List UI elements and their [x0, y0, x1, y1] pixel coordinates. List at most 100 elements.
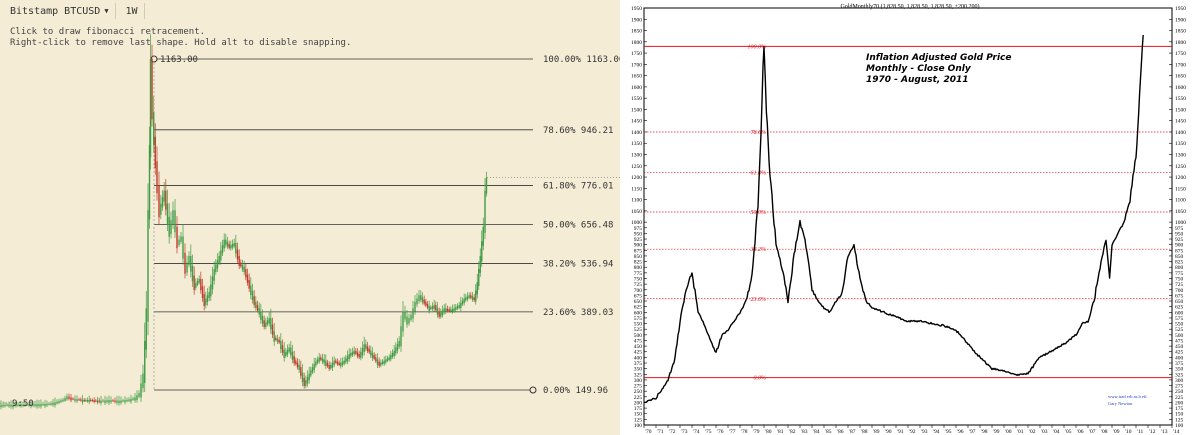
candle-body [116, 400, 118, 403]
y-tick-label-right: 1500 [1175, 107, 1186, 113]
x-tick-label: '80 [765, 429, 772, 435]
candle-body [36, 404, 38, 407]
candle-body [124, 400, 126, 403]
candle-body [346, 356, 349, 362]
x-tick-label: '07 [1089, 429, 1096, 435]
candle-body [301, 372, 304, 383]
candle-body [128, 399, 130, 402]
y-tick-label-right: 1450 [1175, 119, 1186, 125]
x-tick-label: '90 [885, 429, 892, 435]
candle-body [20, 404, 22, 407]
candle-body [44, 403, 46, 407]
candle-body [418, 295, 420, 302]
candle-body [280, 340, 282, 350]
candle-body [178, 239, 180, 245]
candle-body [34, 404, 36, 406]
y-tick-label-left: 125 [634, 417, 643, 423]
candle-body [4, 404, 6, 407]
candle-body [74, 398, 76, 401]
candle-body [476, 282, 478, 295]
candle-body [220, 250, 222, 261]
y-tick-label-right: 325 [1175, 372, 1184, 378]
candle-body [281, 345, 284, 353]
candle-body [393, 350, 395, 356]
candle-body [326, 362, 329, 367]
candle-body [28, 404, 30, 406]
x-tick-label: '14 [1173, 429, 1180, 435]
y-tick-label-left: 500 [634, 333, 643, 339]
y-tick-label-left: 1700 [631, 62, 642, 68]
candle-body [188, 256, 190, 265]
candle-body [226, 241, 229, 247]
candle-body [341, 361, 344, 365]
y-tick-label-left: 275 [634, 384, 643, 390]
y-tick-label-right: 1550 [1175, 96, 1186, 102]
x-tick-label: '10 [1125, 429, 1132, 435]
candle-body [366, 346, 369, 351]
candle-body [245, 269, 247, 278]
candle-body [356, 352, 359, 357]
candle-body [96, 400, 99, 403]
y-tick-label-left: 650 [634, 299, 643, 305]
candle-body [60, 400, 62, 403]
y-tick-label-right: 450 [1175, 344, 1184, 350]
candle-body [426, 303, 429, 308]
y-tick-label-left: 1450 [631, 119, 642, 125]
candle-body [193, 275, 195, 291]
y-tick-label-right: 350 [1175, 367, 1184, 373]
candle-body [430, 307, 432, 310]
candle-body [235, 242, 237, 254]
candle-body [473, 297, 475, 301]
x-tick-label: '77 [729, 429, 736, 435]
y-tick-label-right: 200 [1175, 400, 1184, 406]
y-tick-label-right: 1700 [1175, 62, 1186, 68]
candle-body [50, 403, 52, 405]
y-tick-label-left: 575 [634, 316, 643, 322]
x-tick-label: '00 [1005, 429, 1012, 435]
candle-body [288, 347, 290, 352]
btc-chart-canvas[interactable]: 100.00% 1163.00 78.60% 946.21 61.80% 776.0… [0, 0, 620, 435]
candle-body [203, 294, 205, 307]
fib-level-label: 50.00% 656.48 [543, 221, 613, 231]
y-tick-label-left: 150 [634, 412, 643, 418]
candle-body [8, 404, 10, 407]
candle-body [482, 226, 484, 246]
x-tick-label: '83 [801, 429, 808, 435]
y-tick-label-left: 1350 [631, 141, 642, 147]
candle-body [445, 308, 447, 312]
candle-body [355, 350, 357, 354]
candle-body [248, 279, 250, 289]
candle-body [118, 400, 120, 404]
candle-body [46, 403, 48, 406]
y-tick-label-left: 800 [634, 265, 643, 271]
candle-body [223, 239, 225, 249]
y-tick-label-left: 1150 [631, 186, 642, 192]
candle-body [450, 309, 452, 312]
y-tick-label-right: 950 [1175, 231, 1184, 237]
y-tick-label-left: 1250 [631, 164, 642, 170]
y-tick-label-right: 1950 [1175, 6, 1186, 12]
candle-body [225, 239, 227, 245]
candle-body [216, 260, 219, 269]
candle-body [190, 256, 192, 272]
y-tick-label-right: 925 [1175, 237, 1184, 243]
y-tick-label-left: 975 [634, 226, 643, 232]
candle-body [363, 344, 365, 352]
x-tick-label: '95 [945, 429, 952, 435]
y-tick-label-right: 600 [1175, 310, 1184, 316]
y-tick-label-right: 1600 [1175, 85, 1186, 91]
y-tick-label-right: 1300 [1175, 153, 1186, 159]
candle-body [385, 359, 387, 363]
candle-body [85, 400, 87, 402]
y-tick-label-left: 1800 [631, 40, 642, 46]
candle-body [345, 358, 347, 363]
fib-level-label: 100.00% 1163.00 [543, 55, 620, 65]
candle-body [398, 340, 400, 347]
x-tick-label: '79 [753, 429, 760, 435]
candle-body [161, 197, 164, 208]
candle-body [273, 331, 275, 342]
x-tick-label: '85 [825, 429, 832, 435]
candle-body [340, 362, 342, 367]
symbol-selector[interactable]: Bitstamp BTCUSD ▼ [4, 3, 116, 19]
interval-selector[interactable]: 1W [120, 3, 145, 19]
